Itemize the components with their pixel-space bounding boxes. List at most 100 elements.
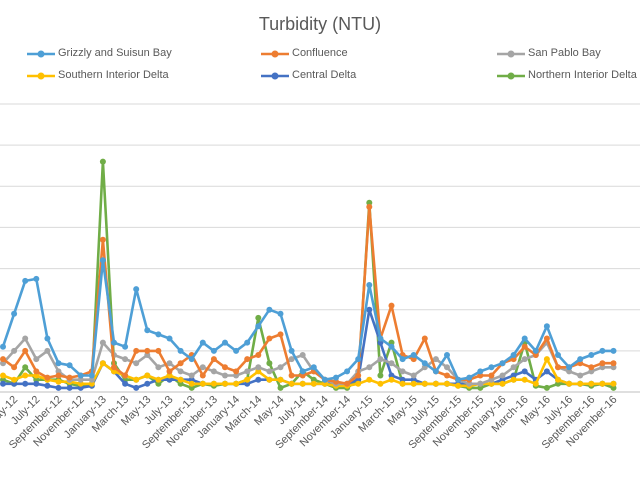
- legend-label: Northern Interior Delta: [528, 69, 637, 81]
- data-point: [477, 380, 484, 387]
- data-point: [11, 310, 18, 317]
- data-point: [133, 360, 140, 367]
- legend-label: Grizzly and Suisun Bay: [58, 47, 172, 59]
- data-point: [355, 356, 362, 363]
- data-point: [155, 331, 162, 338]
- data-point: [510, 352, 517, 358]
- data-point: [33, 356, 40, 363]
- data-point: [199, 339, 206, 346]
- data-point: [22, 364, 29, 371]
- data-point: [266, 335, 273, 342]
- data-point: [144, 327, 151, 334]
- data-point: [499, 380, 506, 387]
- data-point: [77, 372, 84, 379]
- data-point: [310, 376, 317, 383]
- data-point: [344, 380, 351, 387]
- data-point: [488, 380, 495, 387]
- data-point: [488, 372, 495, 379]
- data-point: [333, 378, 339, 385]
- legend: Grizzly and Suisun Bay Confluence San Pabl…: [0, 0, 640, 100]
- data-point: [466, 374, 473, 381]
- data-point: [366, 364, 373, 371]
- data-point: [155, 376, 162, 383]
- data-point: [532, 380, 539, 387]
- data-point: [188, 376, 195, 383]
- data-point: [44, 382, 51, 389]
- data-point: [88, 376, 95, 383]
- data-point: [122, 372, 129, 379]
- chart-title: Turbidity (NTU): [258, 14, 382, 34]
- data-point: [266, 306, 273, 313]
- data-point: [399, 376, 406, 383]
- data-point: [11, 347, 18, 354]
- data-point: [177, 376, 184, 383]
- data-point: [299, 352, 306, 358]
- data-point: [444, 380, 450, 387]
- data-point: [210, 356, 217, 363]
- data-point: [421, 360, 428, 367]
- legend-swatch: [261, 50, 289, 58]
- data-point: [277, 364, 284, 371]
- data-point: [421, 335, 428, 342]
- data-point: [11, 380, 18, 387]
- data-point: [499, 360, 506, 367]
- data-point: [233, 368, 240, 375]
- data-point: [266, 360, 273, 367]
- data-point: [366, 376, 373, 383]
- data-point: [0, 356, 6, 363]
- data-point: [344, 368, 351, 375]
- data-point: [555, 352, 561, 358]
- data-point: [177, 380, 184, 387]
- data-point: [33, 380, 40, 387]
- data-point: [277, 376, 284, 383]
- data-point: [466, 380, 473, 387]
- data-point: [532, 347, 539, 354]
- data-point: [55, 378, 62, 385]
- legend-swatch: [27, 72, 55, 80]
- data-point: [288, 372, 295, 379]
- data-point: [521, 343, 528, 350]
- data-point: [444, 364, 450, 371]
- data-point: [388, 376, 395, 383]
- data-point: [188, 372, 195, 379]
- data-point: [166, 376, 173, 383]
- data-point: [477, 368, 484, 375]
- data-point: [588, 368, 595, 375]
- data-point: [277, 331, 284, 338]
- data-point: [111, 339, 117, 346]
- data-point: [77, 384, 84, 391]
- data-point: [588, 380, 595, 387]
- data-point: [99, 360, 106, 367]
- data-point: [0, 343, 6, 350]
- data-point: [144, 372, 151, 379]
- data-point: [166, 372, 173, 379]
- data-point: [22, 347, 29, 354]
- data-point: [543, 384, 550, 391]
- data-point: [222, 339, 228, 346]
- data-point: [577, 372, 584, 379]
- data-point: [566, 380, 573, 387]
- data-point: [510, 376, 517, 383]
- data-point: [588, 352, 595, 358]
- data-point: [266, 376, 273, 383]
- data-point: [122, 356, 129, 363]
- data-point: [210, 380, 217, 387]
- data-point: [255, 323, 262, 330]
- data-point: [577, 380, 584, 387]
- data-point: [55, 384, 62, 391]
- data-point: [244, 380, 251, 387]
- data-point: [255, 368, 262, 375]
- data-point: [66, 384, 73, 391]
- data-point: [543, 356, 550, 363]
- data-point: [155, 347, 162, 354]
- data-point: [255, 376, 262, 383]
- data-point: [188, 384, 195, 391]
- data-point: [299, 368, 306, 375]
- data-point: [33, 376, 40, 383]
- data-point: [499, 372, 506, 379]
- data-point: [133, 286, 140, 293]
- data-point: [0, 376, 6, 383]
- data-point: [44, 347, 51, 354]
- data-point: [288, 356, 295, 363]
